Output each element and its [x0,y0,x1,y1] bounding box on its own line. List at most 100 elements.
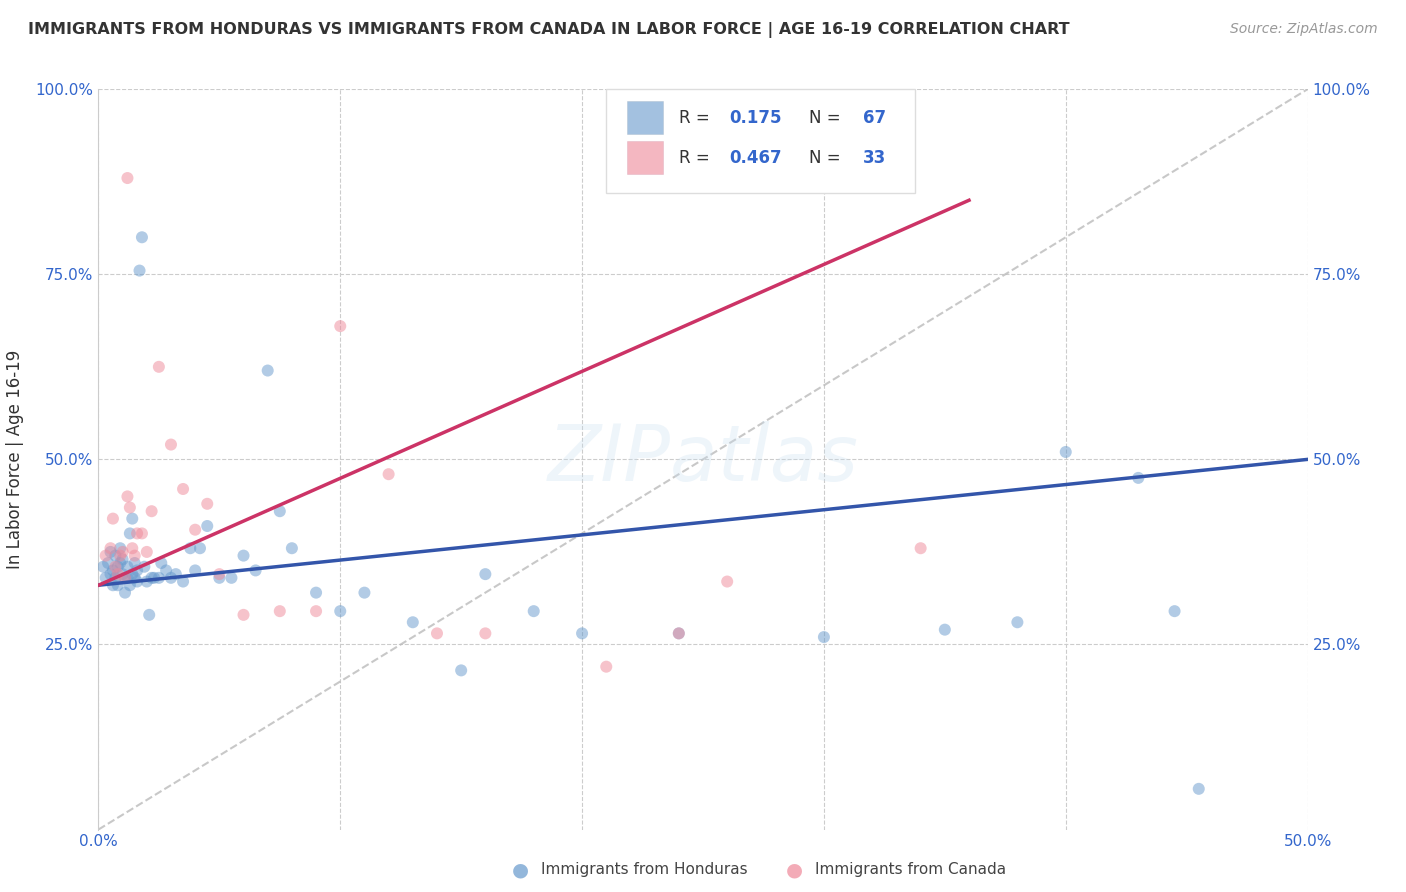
Point [188,541,211,556]
Point [127,526,149,541]
Point [172,574,194,589]
Text: 33: 33 [863,149,886,167]
Point [121,541,143,556]
Text: 67: 67 [863,109,886,127]
Point [474,567,496,582]
Point [208,571,231,585]
Point [118,526,141,541]
Point [571,626,593,640]
Text: R =: R = [679,149,714,167]
Point [143,571,166,585]
Point [101,511,124,525]
Point [97,556,120,570]
Text: N =: N = [810,109,846,127]
Point [117,559,139,574]
Text: 0.175: 0.175 [730,109,782,127]
Point [108,549,131,563]
Point [353,585,375,599]
Point [111,552,134,566]
FancyBboxPatch shape [627,101,664,135]
Point [135,574,157,589]
Point [281,541,304,556]
Point [134,559,156,574]
Point [138,607,160,622]
Point [245,564,267,578]
Point [111,567,134,582]
Text: IMMIGRANTS FROM HONDURAS VS IMMIGRANTS FROM CANADA IN LABOR FORCE | AGE 16-19 CO: IMMIGRANTS FROM HONDURAS VS IMMIGRANTS F… [28,22,1070,38]
Point [523,604,546,618]
Point [269,604,291,618]
Point [1188,781,1211,796]
Point [172,482,194,496]
Point [668,626,690,640]
Point [108,541,131,556]
Point [160,571,183,585]
Point [402,615,425,630]
Point [269,504,291,518]
Point [117,171,139,186]
Point [124,571,146,585]
Point [148,359,170,374]
Point [208,567,231,582]
Point [94,549,117,563]
Point [329,604,352,618]
Point [232,607,254,622]
Text: ZIPatlas: ZIPatlas [547,421,859,498]
Point [305,585,328,599]
Point [114,571,136,585]
Point [195,497,218,511]
Point [221,571,243,585]
Point [111,545,134,559]
Text: R =: R = [679,109,714,127]
Point [118,500,141,515]
Point [124,549,146,563]
Point [104,559,127,574]
Point [716,574,738,589]
Point [329,319,352,334]
Point [100,545,122,559]
Text: Immigrants from Honduras: Immigrants from Honduras [541,863,748,877]
Point [107,567,129,582]
Point [104,571,127,585]
Point [155,564,177,578]
Point [135,545,157,559]
Point [117,571,139,585]
Point [232,549,254,563]
Point [127,574,149,589]
FancyBboxPatch shape [627,141,664,174]
Point [141,571,163,585]
Point [150,556,173,570]
Point [107,578,129,592]
Point [124,556,146,570]
Point [184,523,207,537]
Point [91,559,114,574]
Point [934,623,956,637]
Point [1054,445,1077,459]
Point [107,559,129,574]
Point [595,659,617,673]
Text: ●: ● [786,860,803,880]
Point [141,504,163,518]
Y-axis label: In Labor Force | Age 16-19: In Labor Force | Age 16-19 [7,350,24,569]
Point [101,564,124,578]
Point [114,571,136,585]
Text: ●: ● [512,860,529,880]
Point [450,664,472,678]
Point [377,467,399,482]
Point [128,263,150,277]
Text: Immigrants from Canada: Immigrants from Canada [815,863,1007,877]
Point [179,541,201,556]
Point [131,230,153,244]
Point [910,541,932,556]
Point [813,630,835,644]
Point [1128,471,1150,485]
Point [256,363,278,377]
Point [160,437,183,451]
Point [165,567,187,582]
FancyBboxPatch shape [606,89,915,193]
Point [101,578,124,592]
Point [668,626,690,640]
Point [100,541,122,556]
Point [131,526,153,541]
Text: 0.467: 0.467 [730,149,782,167]
